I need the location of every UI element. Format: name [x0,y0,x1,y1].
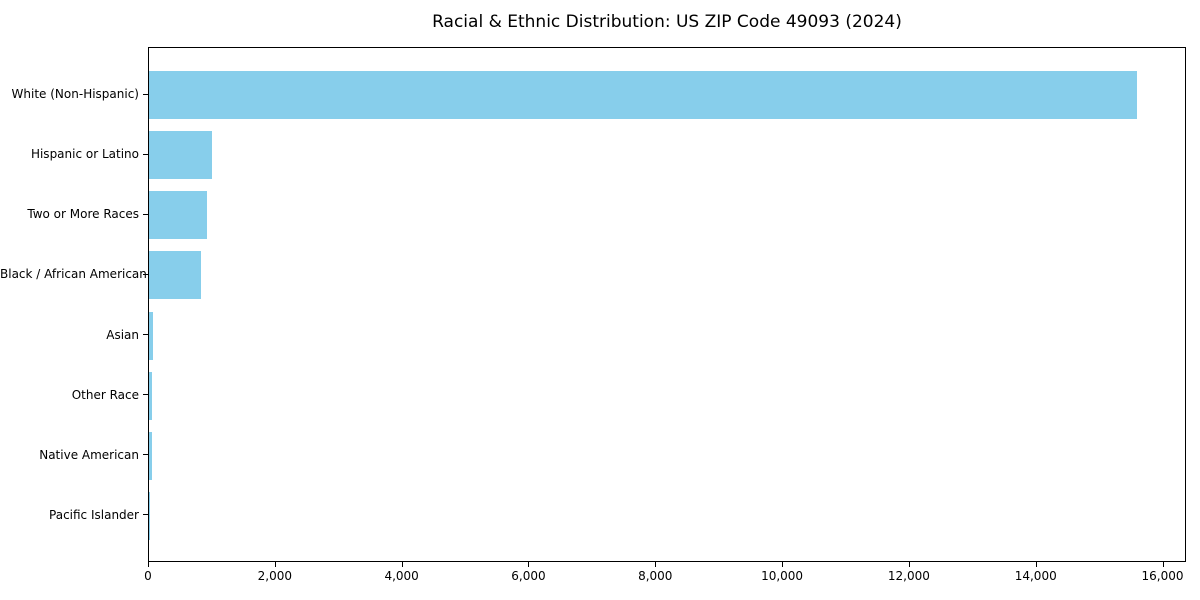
x-tick-mark [1035,562,1037,567]
y-axis-category-label: Native American [39,447,139,462]
x-tick-mark [401,562,403,567]
x-tick-mark [1162,562,1164,567]
plot-area [148,47,1186,562]
y-tick-mark [143,334,148,335]
x-axis-tick-label: 2,000 [257,569,292,583]
y-axis-category-label: Hispanic or Latino [30,147,139,162]
x-tick-mark [908,562,910,567]
x-axis-tick-label: 16,000 [1141,569,1184,583]
y-axis-category-label: Black / African American [0,267,147,282]
bar-asian [149,311,154,360]
x-axis-tick-label: 12,000 [887,569,930,583]
y-axis-category-label: Asian [106,327,139,342]
x-tick-mark [782,562,784,567]
bar-hispanic-or-latino [149,131,213,180]
bar-two-or-more-races [149,191,208,240]
bar-black-african-american [149,251,202,300]
x-axis-tick-label: 4,000 [384,569,419,583]
y-tick-mark [143,394,148,396]
x-axis-tick-label: 6,000 [511,569,546,583]
y-tick-mark [143,153,148,155]
x-tick-mark [274,562,276,567]
y-axis-category-label: White (Non-Hispanic) [11,87,139,102]
y-axis-category-label: Pacific Islander [49,507,139,522]
y-axis-category-label: Two or More Races [27,207,139,222]
bar-white-non-hispanic [149,71,1137,120]
y-tick-mark [143,273,148,275]
y-axis-category-label: Other Race [71,387,139,402]
x-axis-tick-label: 14,000 [1014,569,1057,583]
x-axis-tick-label: 10,000 [761,569,804,583]
x-axis-tick-label: 8,000 [638,569,673,583]
x-tick-mark [655,562,657,567]
x-tick-mark [528,562,530,567]
chart-title: Racial & Ethnic Distribution: US ZIP Cod… [432,12,902,32]
y-tick-mark [143,93,148,95]
y-tick-mark [143,454,148,456]
bar-native-american [149,431,153,480]
bar-other-race [149,371,153,420]
x-tick-mark [148,562,149,567]
bar-pacific-islander [149,491,150,540]
y-tick-mark [143,213,148,215]
x-axis-tick-label: 0 [144,569,152,583]
y-tick-mark [143,514,148,516]
